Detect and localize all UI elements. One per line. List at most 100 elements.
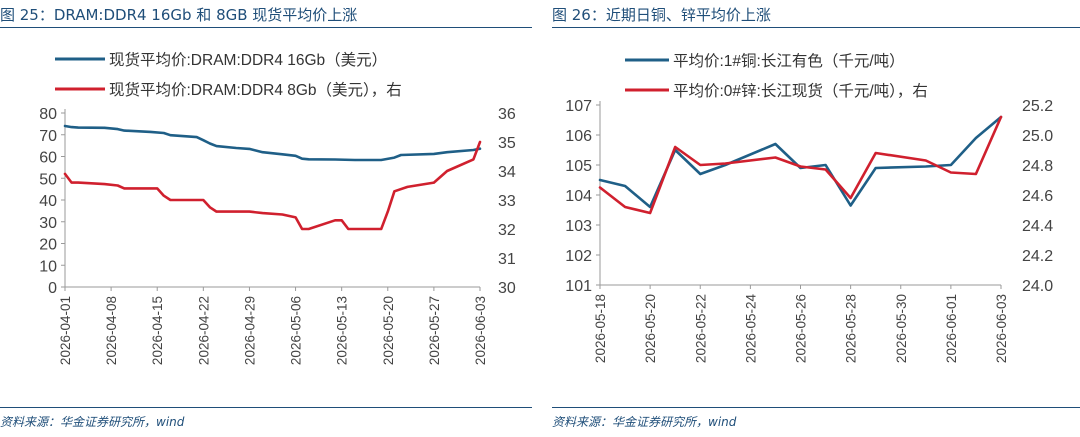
data-point <box>774 156 777 159</box>
data-point <box>116 184 119 187</box>
data-point <box>202 199 205 201</box>
data-point <box>1000 116 1002 118</box>
data-point <box>64 173 66 175</box>
data-point <box>123 187 126 190</box>
x-tick-label: 2026-05-20 <box>381 296 396 365</box>
data-point <box>261 151 264 153</box>
data-point <box>103 127 106 129</box>
data-point <box>261 212 264 214</box>
x-tick-label: 2026-05-28 <box>844 294 859 363</box>
data-point <box>334 219 336 222</box>
data-point <box>724 162 727 165</box>
legend-entry: 平均价:0#锌:长江现货（千元/吨），右 <box>625 82 928 100</box>
data-point <box>599 179 601 181</box>
x-tick-label: 2026-05-27 <box>427 296 442 365</box>
x-tick-label: 2026-05-22 <box>693 294 708 363</box>
y-right-tick-label: 34 <box>498 164 516 181</box>
y-right-tick-label: 30 <box>498 280 516 297</box>
y-right-tick-label: 25.0 <box>1022 128 1053 145</box>
y-right-tick-label: 31 <box>498 251 516 268</box>
x-tick-label: 2026-05-06 <box>289 296 304 365</box>
y-right-tick-label: 24.2 <box>1022 248 1053 265</box>
y-left-tick-label: 20 <box>39 237 57 254</box>
metals-line-chart: 平均价:1#铜:长江有色（千元/吨） 平均价:0#锌:长江现货（千元/吨），右 10… <box>565 52 1053 364</box>
x-tick-label: 2026-04-29 <box>242 296 257 365</box>
data-point <box>215 145 218 147</box>
title-divider <box>552 27 1080 28</box>
source-divider <box>552 407 1080 408</box>
data-point <box>446 170 448 172</box>
y-left-tick-label: 106 <box>565 128 592 145</box>
y-right-tick-label: 24.6 <box>1022 188 1053 205</box>
series-line <box>598 115 1003 209</box>
legend-label: 平均价:0#锌:长江现货（千元/吨），右 <box>673 82 928 100</box>
y-left-tick-label: 102 <box>565 248 592 265</box>
x-tick-label: 2026-04-08 <box>104 296 119 365</box>
y-right-tick-label: 24.4 <box>1022 218 1053 235</box>
data-point <box>975 137 977 139</box>
chart-panel-dram: 图 25：DRAM:DDR4 16Gb 和 8GB 现货平均价上涨 现货平均价:… <box>0 0 532 437</box>
data-point <box>874 167 877 169</box>
data-point <box>925 159 927 162</box>
data-point <box>347 228 350 230</box>
data-point <box>281 213 284 216</box>
chart-panel-metals: 图 26：近期日铜、锌平均价上涨 平均价:1#铜:长江有色（千元/吨） 平均价:0… <box>552 0 1080 437</box>
x-tick-label: 2026-05-24 <box>743 294 758 364</box>
data-point <box>77 181 79 184</box>
data-point <box>301 157 303 160</box>
series-group <box>63 140 482 231</box>
data-point <box>354 159 356 161</box>
data-point <box>950 171 952 174</box>
x-tick-label: 2026-04-01 <box>58 296 73 365</box>
x-tick-label: 2026-04-22 <box>196 296 211 365</box>
data-point <box>950 164 952 166</box>
y-right-tick-label: 24.8 <box>1022 158 1053 175</box>
x-tick-label: 2026-05-20 <box>643 294 658 363</box>
y-left-tick-label: 70 <box>39 128 57 145</box>
y-right-tick-label: 24.0 <box>1022 278 1053 295</box>
data-point <box>248 210 251 213</box>
source-note: 资料来源：华金证券研究所，wind <box>0 415 185 429</box>
data-point <box>400 154 402 156</box>
y-left-tick-label: 107 <box>565 98 592 115</box>
y-left-tick-label: 80 <box>39 106 57 123</box>
y-left-tick-label: 0 <box>48 280 57 297</box>
x-tick-label: 2026-06-03 <box>994 294 1009 363</box>
data-point <box>674 146 676 148</box>
data-point <box>209 142 211 145</box>
data-point <box>163 132 165 134</box>
data-point <box>103 183 106 185</box>
data-point <box>380 228 383 230</box>
x-tick-label: 2026-05-26 <box>794 294 809 363</box>
series-line <box>63 124 482 162</box>
data-point <box>472 158 475 161</box>
data-point <box>774 143 777 145</box>
data-point <box>406 186 409 188</box>
y-left-tick-label: 60 <box>39 150 57 167</box>
data-point <box>824 168 827 171</box>
y-right-tick-label: 35 <box>498 135 516 152</box>
data-point <box>446 151 448 153</box>
y-left-tick-label: 40 <box>39 193 57 210</box>
x-tick-label: 2026-04-15 <box>150 296 165 365</box>
y-right-tick-label: 32 <box>498 222 516 239</box>
data-point <box>334 158 336 161</box>
data-point <box>433 181 435 184</box>
data-point <box>380 159 383 161</box>
data-point <box>301 228 303 230</box>
y-left-tick-label: 10 <box>39 258 57 275</box>
x-tick-label: 2026-05-30 <box>894 294 909 363</box>
legend-entry: 现货平均价:DRAM:DDR4 8Gb（美元），右 <box>55 81 402 99</box>
data-point <box>169 199 172 201</box>
data-point <box>70 126 73 128</box>
x-tick-label: 2026-06-03 <box>473 296 488 365</box>
data-point <box>64 125 66 127</box>
data-point <box>307 228 310 230</box>
y-left-tick-label: 101 <box>565 278 592 295</box>
data-point <box>799 165 802 168</box>
data-point <box>169 134 172 136</box>
legend-label: 现货平均价:DRAM:DDR4 8Gb（美元），右 <box>109 81 402 99</box>
data-point <box>235 147 238 149</box>
data-point <box>479 147 481 150</box>
data-point <box>624 206 626 208</box>
